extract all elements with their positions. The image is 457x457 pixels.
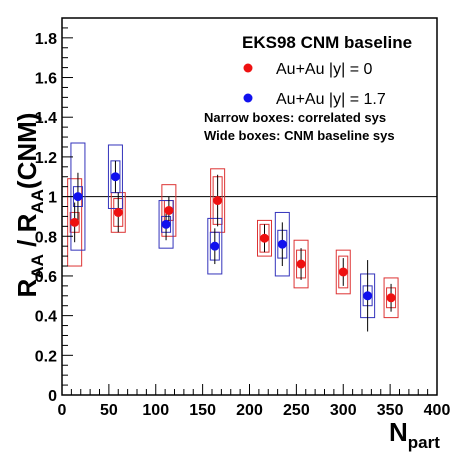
y-axis-title-mid: / R [12, 213, 42, 254]
data-point-series-0 [213, 196, 223, 206]
y-tick-label: 1.6 [35, 71, 57, 88]
cnm-baseline-sys-box [274, 211, 290, 277]
axis-ticks-layer [61, 27, 438, 396]
cnm-baseline-sys-box [335, 249, 351, 295]
x-tick-label: 300 [330, 402, 357, 419]
data-point-series-1 [110, 172, 120, 182]
legend-note-wide-boxes: Wide boxes: CNM baseline sys [204, 128, 395, 143]
y-axis-title: RAA / RAA(CNM) [12, 113, 47, 298]
y-axis-title-sub2: AA [28, 189, 47, 214]
legend-marker-series-0 [243, 63, 253, 73]
cnm-baseline-sys-box [383, 277, 399, 319]
y-tick-label: 0.4 [35, 309, 57, 326]
data-point-series-0 [113, 207, 123, 217]
cnm-baseline-sys-box [257, 219, 272, 257]
x-axis-title: Npart [389, 417, 440, 452]
y-axis-title-end: (CNM) [12, 113, 42, 190]
cnm-baseline-sys-box [158, 200, 174, 249]
cnm-baseline-sys-box [161, 184, 177, 237]
y-tick-label: 1.2 [35, 150, 57, 167]
x-tick-label: 0 [58, 402, 67, 419]
cnm-baseline-sys-box [107, 144, 123, 209]
x-axis-title-sub: part [408, 433, 440, 452]
legend: EKS98 CNM baseline Au+Au |y| = 0 Au+Au |… [204, 33, 412, 143]
data-point-series-1 [210, 241, 220, 251]
data-point-series-0 [296, 259, 306, 269]
y-axis-title-sub1: AA [28, 254, 47, 279]
cnm-baseline-sys-box [207, 217, 223, 275]
x-tick-label: 200 [236, 402, 263, 419]
y-tick-label: 0.2 [35, 348, 57, 365]
data-point-series-1 [161, 219, 171, 229]
data-point-series-0 [386, 293, 396, 303]
legend-label-series-1: Au+Au |y| = 1.7 [276, 91, 386, 108]
x-tick-label: 400 [424, 402, 451, 419]
x-tick-label: 150 [189, 402, 216, 419]
data-point-series-0 [70, 217, 80, 227]
data-point-series-1 [277, 239, 287, 249]
tick-labels-layer: 0 0.2 0.4 0.6 0.8 1 1.2 1.4 1.6 1.8 0 50 100 150 200 25… [35, 31, 451, 419]
data-point-series-0 [164, 205, 174, 215]
data-point-series-1 [73, 192, 83, 202]
y-tick-label: 1.4 [35, 110, 57, 127]
cnm-baseline-sys-box [67, 178, 83, 267]
legend-marker-series-1 [243, 93, 253, 103]
x-tick-label: 100 [142, 402, 169, 419]
x-axis-title-main: N [389, 417, 408, 447]
y-tick-label: 0.8 [35, 229, 57, 246]
y-tick-label: 0 [48, 388, 57, 405]
data-points-layer [70, 172, 396, 303]
systematic-boxes-layer [67, 142, 399, 319]
y-tick-label: 0.6 [35, 269, 57, 286]
data-point-series-0 [338, 267, 348, 277]
legend-header: EKS98 CNM baseline [242, 33, 412, 52]
legend-label-series-0: Au+Au |y| = 0 [276, 61, 372, 78]
y-tick-label: 1 [48, 190, 57, 207]
x-tick-label: 250 [283, 402, 310, 419]
legend-note-narrow-boxes: Narrow boxes: correlated sys [204, 110, 386, 125]
x-tick-label: 350 [377, 402, 404, 419]
y-axis-title-r1: R [12, 278, 42, 297]
x-tick-label: 50 [100, 402, 118, 419]
data-point-series-1 [363, 291, 373, 301]
cnm-baseline-sys-box [293, 239, 309, 289]
data-point-series-0 [260, 233, 269, 243]
y-tick-label: 1.8 [35, 31, 57, 48]
